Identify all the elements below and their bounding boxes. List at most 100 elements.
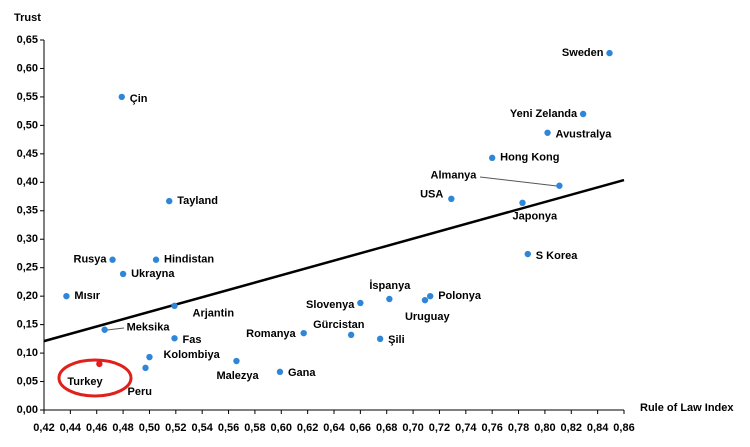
- x-tick-label: 0,64: [323, 422, 345, 434]
- point: [146, 353, 153, 361]
- point: [233, 357, 240, 365]
- point-label: Ukrayna: [131, 268, 175, 280]
- x-tick-label: 0,52: [165, 422, 186, 434]
- point-label: Romanya: [246, 328, 296, 340]
- point: [166, 197, 173, 205]
- point: [357, 299, 364, 307]
- point-label: Almanya: [431, 170, 478, 182]
- y-tick-label: 0,10: [17, 347, 38, 359]
- point-label: Slovenya: [306, 299, 355, 311]
- y-tick-label: 0,55: [17, 91, 38, 103]
- point: [421, 296, 429, 304]
- x-tick-label: 0,58: [244, 422, 265, 434]
- point: [142, 364, 149, 372]
- point: [519, 199, 526, 206]
- point-label: Fas: [183, 334, 202, 346]
- point-label: Polonya: [438, 290, 482, 302]
- point: [488, 154, 496, 162]
- y-tick-label: 0,20: [17, 290, 38, 302]
- point-label: Malezya: [216, 370, 259, 382]
- point-label: Arjantin: [193, 308, 235, 320]
- x-tick-label: 0,56: [218, 422, 239, 434]
- point-label: Şili: [388, 334, 405, 346]
- point-label: Rusya: [74, 254, 108, 266]
- point-label: Uruguay: [405, 311, 451, 323]
- point: [376, 335, 384, 343]
- point-label: Turkey: [67, 376, 103, 388]
- y-tick-label: 0,65: [17, 34, 38, 46]
- point: [109, 256, 116, 263]
- x-tick-label: 0,68: [376, 422, 397, 434]
- point-label: İspanya: [369, 279, 411, 292]
- x-tick-label: 0,62: [297, 422, 318, 434]
- point-label: USA: [420, 189, 443, 201]
- y-tick-label: 0,35: [17, 205, 38, 217]
- point-label: Sweden: [562, 47, 604, 59]
- x-tick-label: 0,82: [561, 422, 582, 434]
- point: [152, 256, 160, 263]
- y-tick-label: 0,60: [17, 62, 38, 74]
- y-tick-label: 0,30: [17, 233, 38, 245]
- point-label: S Korea: [536, 250, 578, 262]
- x-tick-label: 0,46: [86, 422, 107, 434]
- x-tick-label: 0,74: [455, 422, 477, 434]
- y-tick-label: 0,45: [17, 148, 38, 160]
- point: [118, 93, 125, 101]
- x-tick-label: 0,60: [271, 422, 292, 434]
- point: [171, 302, 178, 310]
- x-tick-label: 0,44: [60, 422, 82, 434]
- point: [427, 292, 434, 300]
- x-tick-label: 0,66: [350, 422, 371, 434]
- point-label: Kolombiya: [163, 349, 220, 361]
- point-label: Peru: [128, 386, 152, 398]
- x-tick-label: 0,86: [613, 422, 634, 434]
- point: [386, 295, 393, 303]
- point: [119, 270, 127, 278]
- x-tick-label: 0,50: [139, 422, 160, 434]
- point: [524, 250, 531, 258]
- x-tick-label: 0,72: [429, 422, 450, 434]
- point: [300, 329, 307, 337]
- point: [347, 331, 355, 339]
- y-tick-label: 0,05: [17, 375, 38, 387]
- x-tick-label: 0,76: [481, 422, 502, 434]
- x-tick-label: 0,48: [112, 422, 133, 434]
- x-tick-label: 0,70: [402, 422, 423, 434]
- point: [171, 335, 178, 342]
- x-tick-label: 0,78: [508, 422, 529, 434]
- point-label: Gürcistan: [313, 319, 365, 331]
- point-label: Tayland: [177, 195, 218, 207]
- x-tick-label: 0,54: [191, 422, 213, 434]
- point-label: Avustralya: [556, 129, 613, 141]
- y-tick-label: 0,40: [17, 176, 38, 188]
- point: [579, 110, 587, 118]
- point-label: Gana: [288, 367, 316, 379]
- x-tick-label: 0,42: [33, 422, 54, 434]
- point: [544, 129, 551, 136]
- trend-line: [43, 178, 625, 343]
- y-tick-label: 0,50: [17, 119, 38, 131]
- y-tick-label: 0,00: [17, 404, 38, 416]
- point-label: Çin: [130, 93, 148, 105]
- highlight-ring: [57, 358, 133, 398]
- leader-line: [106, 327, 125, 331]
- x-tick-label: 0,80: [534, 422, 555, 434]
- point: [276, 368, 284, 376]
- point-label: Japonya: [513, 211, 559, 223]
- y-tick-label: 0,25: [17, 262, 38, 274]
- point: [96, 360, 103, 368]
- point: [448, 195, 455, 203]
- y-tick-label: 0,15: [17, 319, 38, 331]
- point-label: Yeni Zelanda: [510, 108, 578, 120]
- point: [556, 182, 563, 189]
- point-label: Mısır: [74, 290, 100, 302]
- point-label: Meksika: [127, 322, 171, 334]
- point-label: Hong Kong: [500, 152, 559, 164]
- y-axis-title: Trust: [14, 12, 41, 24]
- point: [63, 292, 70, 300]
- x-tick-label: 0,84: [587, 422, 609, 434]
- point-label: Hindistan: [164, 254, 214, 266]
- leader-line: [479, 176, 558, 187]
- point: [101, 326, 108, 333]
